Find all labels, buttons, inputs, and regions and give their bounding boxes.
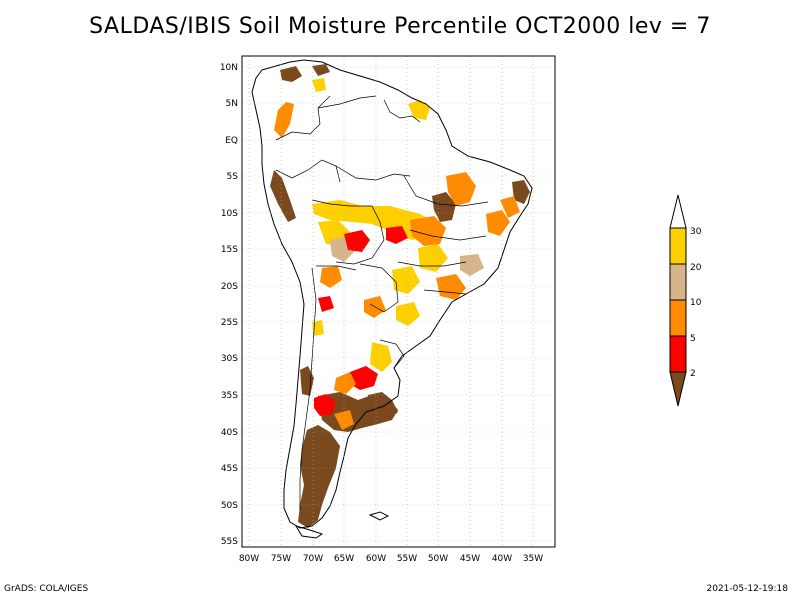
colorbar-label-10: 10 xyxy=(690,298,702,308)
lon-tick-label: 55W xyxy=(397,554,417,564)
patch-brazil-orange xyxy=(446,172,476,206)
credit-text: GrADS: COLA/IGES xyxy=(4,584,89,594)
lon-tick-label: 75W xyxy=(271,554,291,564)
border-brazil-states-4 xyxy=(423,289,467,295)
lon-tick-label: 60W xyxy=(366,554,386,564)
patch-pampas-red xyxy=(314,394,336,416)
map-title: SALDAS/IBIS Soil Moisture Percentile OCT… xyxy=(89,14,711,39)
lat-tick-label: 50S xyxy=(221,501,238,511)
patch-brazil-east-orange xyxy=(486,210,510,236)
lat-tick-label: 40S xyxy=(221,428,238,438)
patch-chile-brown xyxy=(300,366,314,396)
patch-andes-west xyxy=(270,170,296,222)
colorbar-swatch-20-30 xyxy=(669,227,687,265)
patch-andes-north xyxy=(274,102,294,138)
lon-tick-label: 35W xyxy=(523,554,543,564)
patch-minas-yellow xyxy=(418,244,448,272)
lat-tick-label: 10S xyxy=(221,209,238,219)
colorbar-swatch-5-10 xyxy=(669,299,687,337)
graticule xyxy=(242,56,555,547)
lat-tick-label: 35S xyxy=(221,391,238,401)
patch-northeast-brown xyxy=(512,180,530,204)
lat-tick-label: 45S xyxy=(221,464,238,474)
colorbar-top-arrow xyxy=(669,194,687,229)
lat-tick-label: 20S xyxy=(221,282,238,292)
patch-brazil-tan xyxy=(460,254,484,276)
border-argentina-north xyxy=(316,265,357,271)
border-brazil-states-3 xyxy=(397,261,467,267)
lon-tick-label: 70W xyxy=(303,554,323,564)
map-frame xyxy=(241,55,556,548)
coastline xyxy=(251,59,533,539)
border-brazil-states-2 xyxy=(409,229,487,241)
patch-argentina-north-orange xyxy=(320,266,342,288)
border-colombia xyxy=(275,95,331,141)
falklands xyxy=(368,511,390,521)
country-borders xyxy=(275,95,489,510)
colorbar-label-5: 5 xyxy=(690,334,696,344)
patch-northeast-orange xyxy=(500,196,520,218)
lat-tick-label: 10N xyxy=(220,63,238,73)
patch-uruguay-yellow xyxy=(370,342,392,372)
longitude-labels: 80W 75W 70W 65W 60W 55W 50W 45W 40W 35W xyxy=(239,554,543,564)
colorbar: 30 20 10 5 2 xyxy=(669,194,702,407)
tierra-del-fuego xyxy=(294,525,324,539)
border-venezuela xyxy=(317,95,377,109)
colorbar-label-2: 2 xyxy=(690,369,696,379)
lon-tick-label: 50W xyxy=(428,554,448,564)
latitude-labels: 10N 5N EQ 5S 10S 15S 20S 25S 30S 35S 40S 45S 50S 55S xyxy=(220,63,238,547)
patch-brazil-central-brown xyxy=(432,192,456,222)
lon-tick-label: 80W xyxy=(239,554,259,564)
patch-colombia-brown xyxy=(280,66,302,82)
colorbar-bottom-arrow xyxy=(669,371,687,407)
lat-tick-label: 15S xyxy=(221,245,238,255)
patch-patagonia xyxy=(298,425,340,528)
colorbar-label-30: 30 xyxy=(690,227,702,237)
patch-bolivia-red xyxy=(344,230,370,252)
patch-central-arg-red xyxy=(350,366,378,390)
colorbar-label-20: 20 xyxy=(690,263,702,273)
lat-tick-label: 30S xyxy=(221,354,238,364)
lat-tick-label: EQ xyxy=(225,136,238,146)
timestamp-text: 2021-05-12-19:18 xyxy=(706,584,789,594)
patch-central-arg-orange xyxy=(334,372,356,394)
lon-tick-label: 65W xyxy=(334,554,354,564)
border-peru xyxy=(275,159,341,183)
lon-tick-label: 45W xyxy=(460,554,480,564)
patch-mato-grosso-red xyxy=(386,226,408,244)
colorbar-swatch-10-20 xyxy=(669,263,687,301)
patch-argentina-north-red xyxy=(318,296,334,312)
patch-chile-yellow xyxy=(312,320,324,336)
continent-outline xyxy=(251,59,533,529)
patch-venezuela-brown xyxy=(312,64,330,76)
patch-parana-yellow xyxy=(396,302,420,326)
soil-moisture-patches xyxy=(270,64,530,528)
lat-tick-label: 25S xyxy=(221,318,238,328)
patch-venezuela-yellow xyxy=(312,78,326,92)
lat-tick-label: 5N xyxy=(226,99,238,109)
colorbar-swatch-2-5 xyxy=(669,335,687,373)
patch-buenos-aires xyxy=(366,392,398,420)
patch-guiana-yellow xyxy=(408,100,430,120)
patch-brazil-central-orange xyxy=(410,216,446,246)
lon-tick-label: 40W xyxy=(492,554,512,564)
border-bolivia xyxy=(311,199,385,265)
lat-tick-label: 55S xyxy=(221,537,238,547)
border-paraguay xyxy=(359,263,399,313)
border-brazil-west xyxy=(335,165,411,181)
border-uruguay xyxy=(379,339,405,369)
border-argentina-chile xyxy=(299,267,317,510)
lat-tick-label: 5S xyxy=(227,172,239,182)
border-guianas xyxy=(383,99,421,123)
patch-pantanal-yellow xyxy=(392,266,420,294)
